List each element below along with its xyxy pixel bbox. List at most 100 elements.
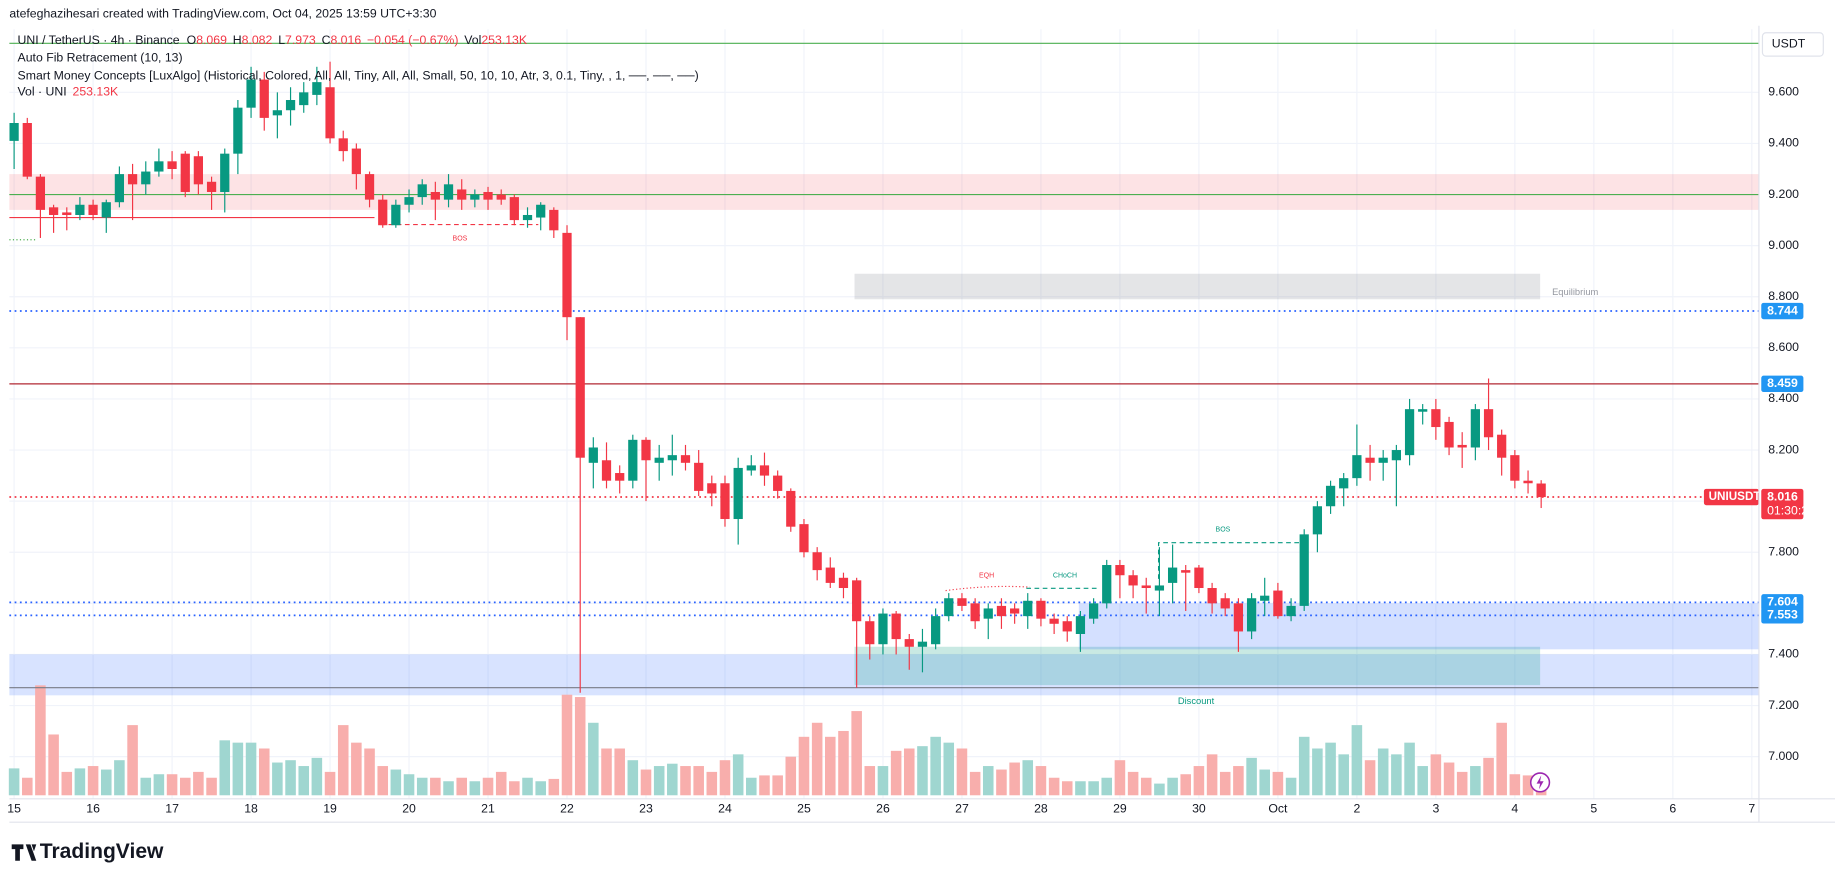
candle-body (1391, 450, 1401, 461)
candle-body (1089, 603, 1099, 619)
volume-bar (311, 757, 323, 796)
volume-bar (588, 722, 599, 796)
currency-button[interactable] (1761, 32, 1824, 57)
candle-body (1365, 457, 1375, 463)
volume-bar (443, 781, 454, 796)
y-tick-label: 7.000 (1768, 749, 1799, 763)
volume-bar (1154, 783, 1165, 796)
volume-bar (1035, 766, 1047, 796)
candle-body (588, 447, 598, 463)
x-tick-label: 17 (165, 802, 179, 816)
brand-mark (11, 844, 37, 861)
volume-bar (469, 781, 481, 796)
brand-logo: TradingView (11, 840, 164, 863)
candle-body (312, 82, 322, 95)
countdown: 01:30:29 (1767, 503, 1815, 517)
volume-bar (298, 766, 310, 796)
x-tick-label: 25 (797, 802, 811, 816)
x-tick-label: 15 (7, 802, 21, 816)
volume-bar (416, 777, 428, 796)
candle-body (1194, 567, 1204, 589)
price-label: 8.744 (1767, 303, 1798, 317)
volume-bar (811, 722, 823, 796)
candle-body (1075, 616, 1086, 634)
volume-bar (706, 771, 718, 796)
volume-bar (166, 774, 178, 796)
candle-body (1378, 457, 1388, 463)
candle-body (1497, 434, 1507, 458)
x-tick-label: 26 (876, 802, 890, 816)
ohlc-value: 8.069 (196, 33, 227, 47)
volume-bar (838, 730, 849, 796)
candle-body (62, 212, 72, 215)
volume-bar (285, 760, 296, 796)
y-tick-label: 7.200 (1768, 698, 1799, 712)
credit: atefeghazihesari created with TradingVie… (9, 6, 436, 20)
volume-bar (1443, 762, 1455, 796)
candle-body (1457, 444, 1467, 448)
brand-name: TradingView (40, 840, 164, 863)
candle-body (601, 460, 612, 481)
candle-body (1115, 565, 1125, 576)
volume-bar (403, 774, 415, 796)
candle-body (1260, 595, 1270, 601)
volume-bar (759, 775, 770, 796)
candle-body (983, 608, 993, 619)
candle-body (694, 462, 704, 491)
candle-body (1286, 605, 1296, 617)
candle-body (364, 174, 375, 200)
volume-bar (258, 748, 270, 796)
candle-body (509, 197, 519, 221)
volume-bar (798, 736, 810, 796)
candle-body (812, 552, 822, 571)
y-tick-label: 7.400 (1768, 647, 1799, 661)
candle-body (101, 202, 111, 218)
candle-body (917, 641, 928, 647)
volume-bar (1364, 760, 1376, 796)
candle-body (1036, 600, 1046, 619)
volume-bar (825, 736, 836, 796)
volume-bar (35, 685, 46, 796)
volume-bar (1470, 766, 1481, 796)
volume-bar (1061, 781, 1073, 796)
candle-body (1470, 409, 1480, 448)
x-tick-label: 16 (86, 802, 100, 816)
annotation: Discount (1178, 696, 1215, 706)
candle-body (891, 613, 901, 640)
x-tick-label: 18 (244, 802, 258, 816)
currency-label: USDT (1772, 37, 1806, 51)
alert-icon-bolt (1536, 775, 1544, 790)
x-tick-label: 19 (323, 802, 337, 816)
ohlc-label: O (187, 33, 197, 47)
candle-body (246, 79, 256, 108)
candle-body (154, 161, 164, 172)
volume-bar (601, 748, 612, 796)
candle-body (167, 161, 177, 169)
volume-bar (1509, 774, 1521, 796)
vol-value: 253.13K (481, 33, 528, 47)
candle-body (615, 473, 625, 481)
volume-bar (864, 766, 876, 796)
volume-bar (851, 711, 862, 796)
volume-bar (324, 771, 336, 796)
volume-bar (232, 742, 244, 796)
candle-body (996, 605, 1007, 617)
x-tick-label: 28 (1034, 802, 1048, 816)
vol-pane-legend: Vol · UNI 253.13K (18, 85, 119, 99)
candle-body (206, 181, 217, 192)
volume-bar (153, 774, 165, 796)
volume-bar (785, 756, 797, 796)
volume-bar (877, 766, 889, 796)
volume-bar (245, 742, 257, 796)
volume-bar (179, 777, 191, 796)
candle-body (1154, 585, 1165, 591)
x-tick-label: 30 (1192, 802, 1206, 816)
volume-bar (61, 771, 73, 796)
volume-bar (522, 777, 533, 796)
volume-bar (627, 760, 639, 796)
legend-ohlc: UNI / TetherUS · 4h · Binance O8.069 H8.08… (18, 33, 528, 47)
candle-body (180, 153, 190, 192)
candle-body (1181, 570, 1191, 573)
